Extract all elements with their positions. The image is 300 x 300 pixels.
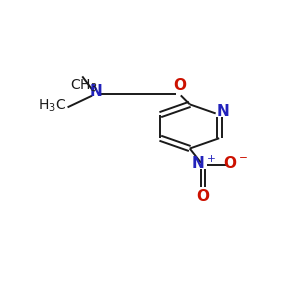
Text: CH$_3$: CH$_3$: [70, 78, 98, 94]
Text: O: O: [173, 78, 186, 93]
Text: O: O: [196, 189, 209, 204]
Text: H$_3$C: H$_3$C: [38, 98, 66, 114]
Text: N: N: [89, 84, 102, 99]
Text: N$^+$: N$^+$: [190, 154, 215, 172]
Text: O$^-$: O$^-$: [223, 155, 248, 171]
Text: N: N: [216, 104, 229, 119]
